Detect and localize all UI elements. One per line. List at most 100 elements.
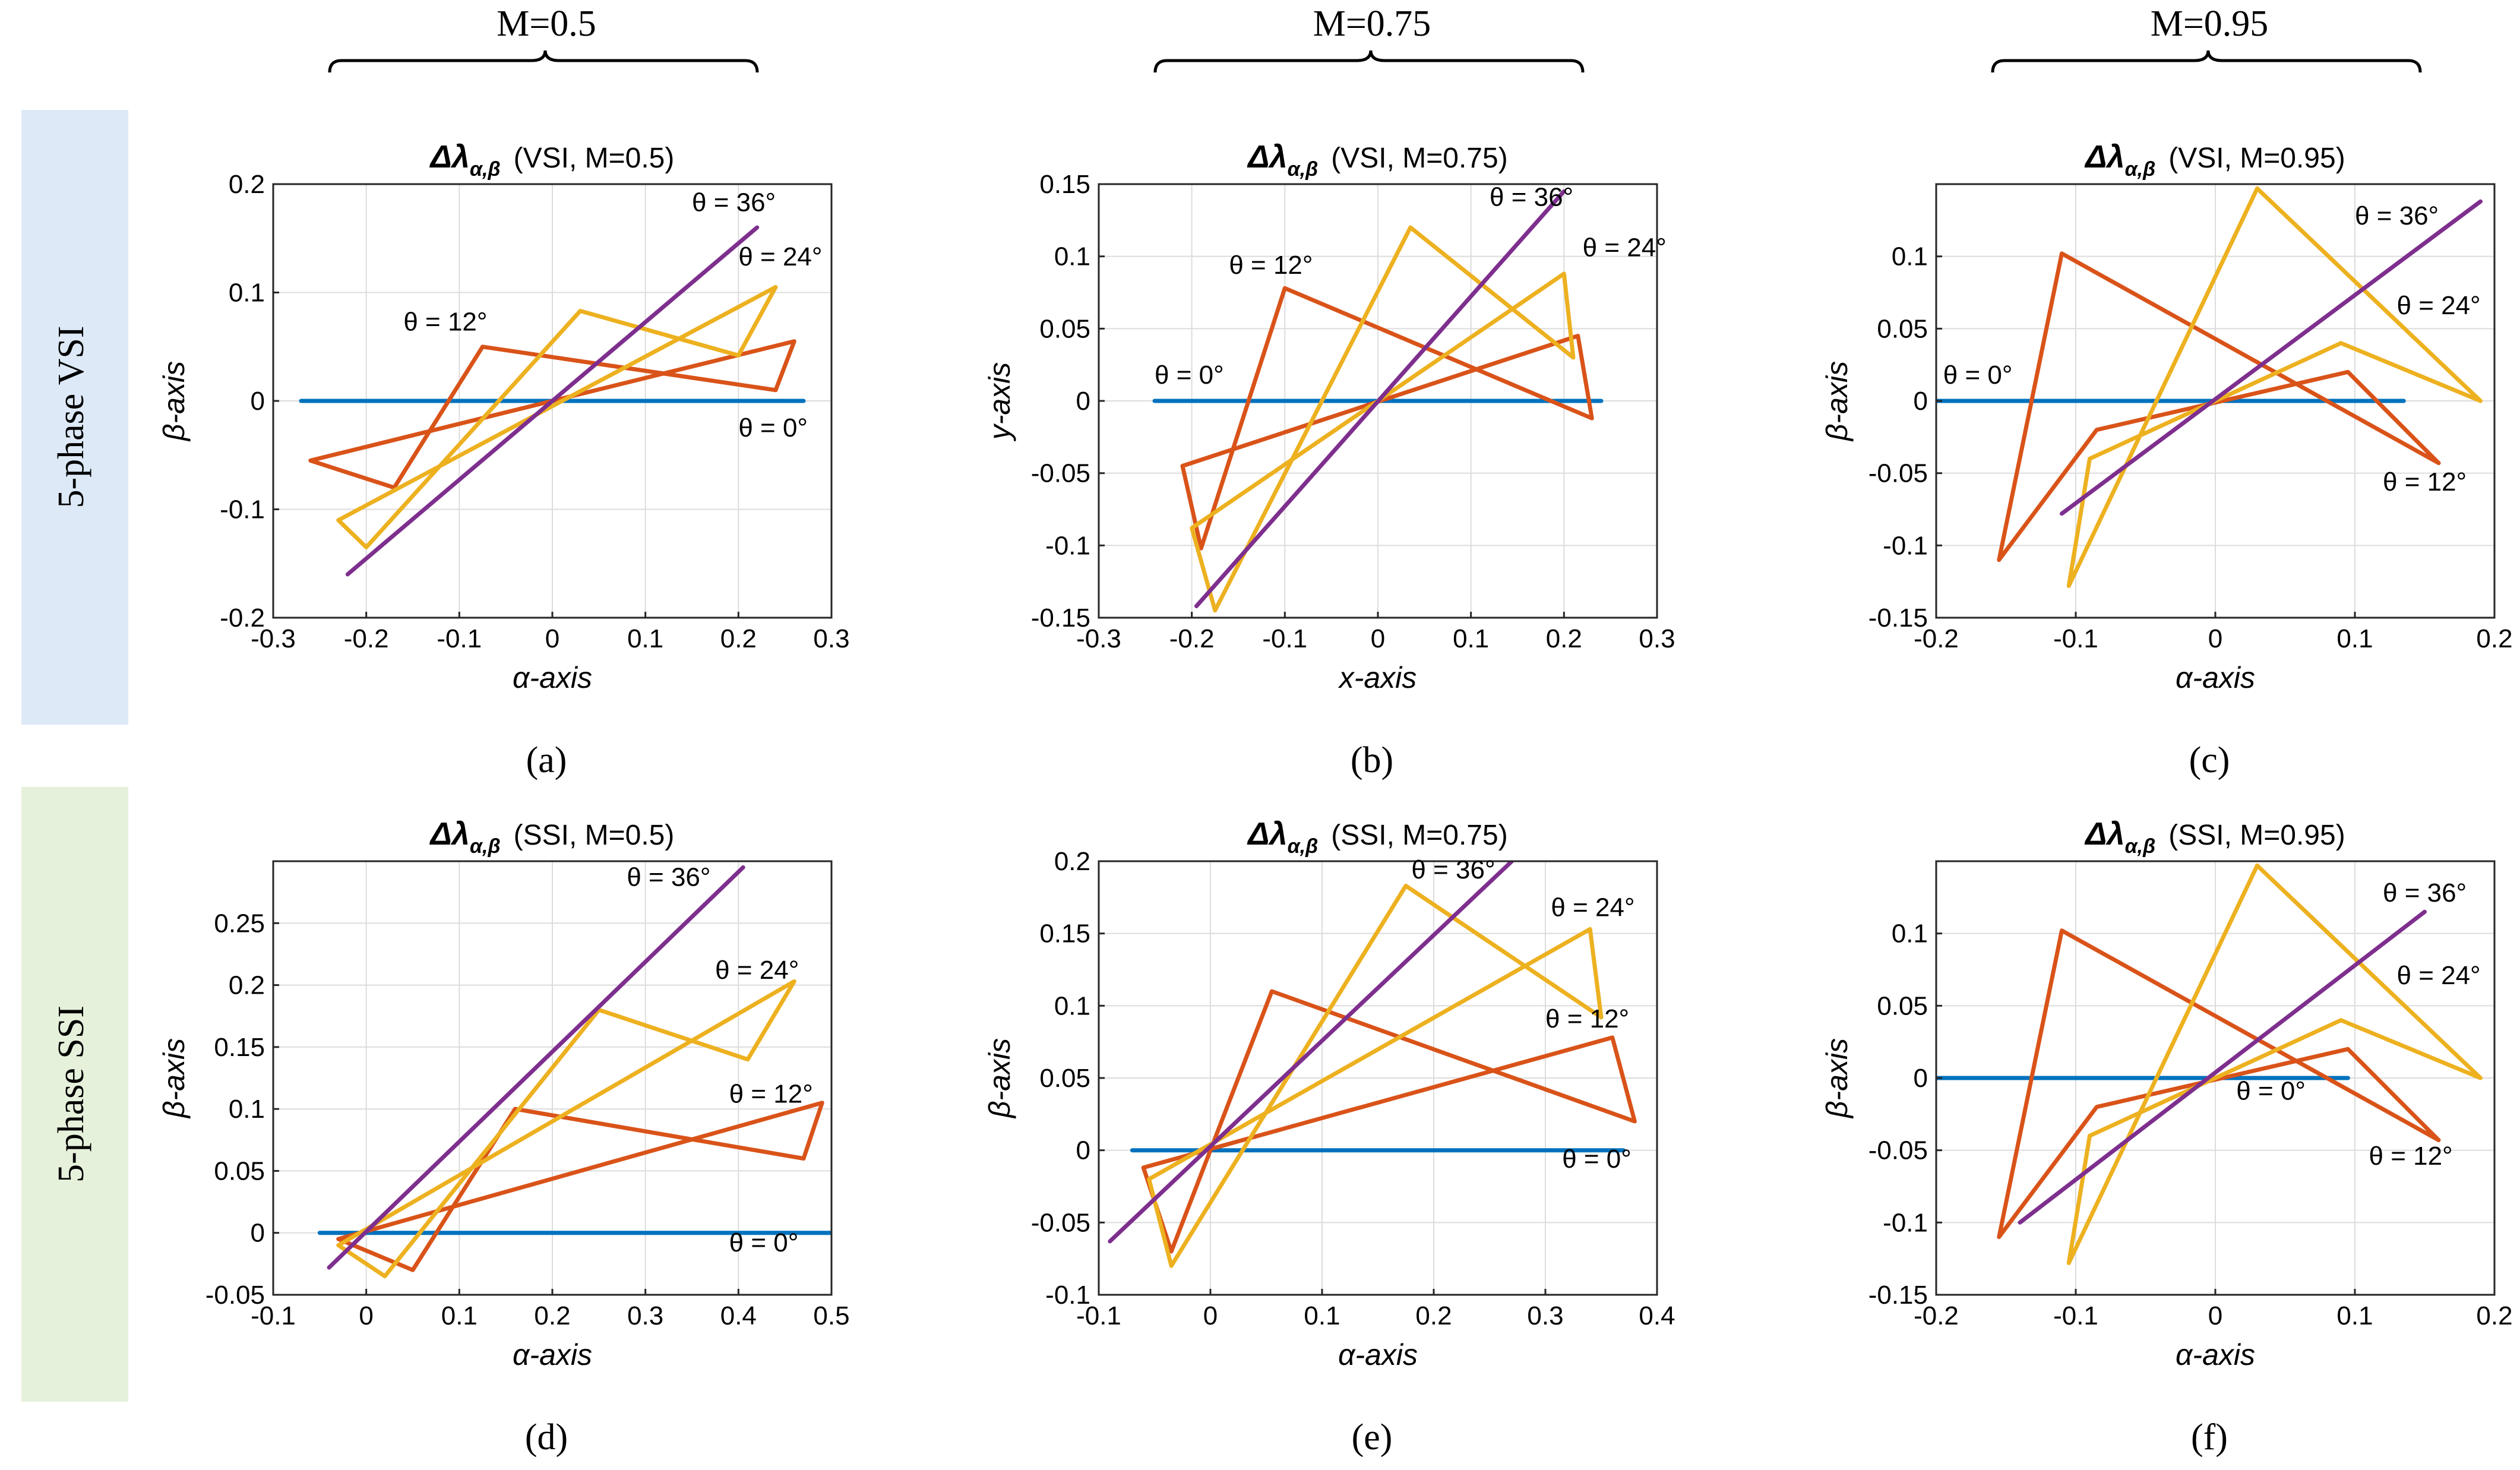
series-theta24-line [2066, 186, 2483, 588]
theta-annotation: θ = 36° [1411, 855, 1495, 884]
x-tick-label: 0 [545, 624, 559, 653]
x-tick-label: 0.2 [720, 624, 757, 653]
x-tick-label: -0.1 [2053, 1301, 2098, 1330]
series-theta12-line [1180, 286, 1594, 551]
series-theta36-line [345, 225, 760, 577]
series-theta12-line [336, 1101, 824, 1272]
y-tick-label: -0.05 [1868, 1136, 1928, 1165]
chart-title-symbol: Δλ [1247, 139, 1287, 175]
chart-title-subscript: α,β [2125, 835, 2156, 858]
x-tick-label: 0.1 [441, 1301, 478, 1330]
series-theta12-line [308, 339, 796, 490]
y-axis-label: β-axis [157, 1038, 191, 1119]
y-tick-label: 0 [1914, 387, 1928, 416]
x-axis-label: α-axis [513, 661, 592, 694]
theta-annotation: θ = 12° [2383, 467, 2467, 497]
x-tick-label: 0.5 [813, 1301, 849, 1330]
x-tick-label: -0.2 [1914, 624, 1959, 653]
panel-caption: (a) [526, 740, 567, 780]
theta-annotation: θ = 36° [692, 188, 776, 217]
series-theta24-line [2066, 863, 2483, 1265]
column-label-m095: M=0.95 [2151, 4, 2269, 44]
x-axis-label: α-axis [2176, 1338, 2255, 1371]
chart-title-subscript: α,β [470, 158, 501, 181]
y-tick-label: 0.15 [1039, 170, 1090, 199]
theta-annotation: θ = 24° [1583, 233, 1667, 263]
chart-title-subscript: α,β [470, 835, 501, 858]
x-tick-label: 0.3 [1639, 624, 1675, 653]
panel-c: -0.2 -0.1 0 0.1 0.2 -0.15 -0.1 -0.05 0 0.05 0.1 α-a… [1820, 139, 2513, 780]
chart-title-subscript: α,β [1288, 158, 1319, 181]
x-tick-label: 0.4 [720, 1301, 757, 1330]
series-theta12-line [1997, 251, 2441, 562]
y-axis-label: β-axis [1820, 1038, 1854, 1119]
x-tick-label: 0.1 [627, 624, 663, 653]
series-group [1152, 189, 1604, 613]
x-axis-label: α-axis [2176, 661, 2255, 694]
series-theta24-line [336, 979, 796, 1279]
x-tick-label: 0.2 [2476, 1301, 2512, 1330]
theta-annotation: θ = 36° [627, 863, 710, 892]
row-label-ssi: 5-phase SSI [51, 1006, 91, 1183]
series-theta36-line [1194, 189, 1566, 608]
theta-annotation: θ = 24° [715, 956, 799, 985]
y-tick-label: 0.25 [214, 909, 265, 938]
theta-annotation: θ = 0° [738, 413, 808, 442]
y-tick-label: 0.1 [1054, 991, 1090, 1020]
y-tick-label: 0.1 [1054, 242, 1090, 271]
y-tick-label: 0.15 [1039, 919, 1090, 949]
series-group [1108, 861, 1637, 1268]
y-tick-label: -0.1 [220, 495, 265, 524]
theta-annotation: θ = 24° [2397, 291, 2481, 320]
y-axis-label: β-axis [983, 1038, 1016, 1119]
series-group [299, 225, 806, 577]
column-label-m05: M=0.5 [497, 4, 596, 44]
series-theta36-line [2018, 909, 2427, 1225]
y-tick-label: -0.15 [1868, 1281, 1928, 1310]
panel-b: -0.3 -0.2 -0.1 0 0.1 0.2 0.3 -0.15 -0.1 -0.05 0 0.0… [983, 139, 1675, 780]
y-tick-label: 0 [251, 1219, 265, 1248]
panel-caption: (b) [1351, 740, 1393, 780]
y-tick-label: 0.2 [229, 170, 265, 199]
theta-annotation: θ = 0° [1155, 361, 1224, 390]
series-theta12-line [1997, 928, 2441, 1240]
series-theta36-line [1108, 861, 1514, 1244]
y-tick-label: 0 [1076, 1136, 1090, 1165]
column-label-m075: M=0.75 [1313, 4, 1431, 44]
x-tick-label: 0 [359, 1301, 373, 1330]
y-tick-label: -0.05 [205, 1281, 265, 1310]
y-tick-label: -0.2 [220, 603, 265, 633]
row-band-vsi [21, 110, 128, 725]
x-tick-label: -0.3 [1076, 624, 1121, 653]
column-brace-m095 [1991, 50, 2422, 73]
chart-title-text: (SSI, M=0.95) [2168, 820, 2345, 851]
chart-title-symbol: Δλ [2084, 139, 2124, 175]
y-tick-label: 0.05 [1039, 314, 1090, 343]
theta-annotation: θ = 0° [2236, 1077, 2306, 1106]
y-tick-label: 0.15 [214, 1033, 265, 1062]
y-tick-label: 0.1 [1892, 919, 1928, 949]
y-tick-label: -0.05 [1868, 459, 1928, 488]
theta-annotation: θ = 12° [729, 1080, 813, 1109]
x-tick-label: 0 [1371, 624, 1385, 653]
x-tick-label: -0.3 [251, 624, 296, 653]
x-tick-label: 0 [1203, 1301, 1218, 1330]
series-theta36-line [2060, 199, 2483, 516]
panel-caption: (d) [525, 1417, 568, 1458]
theta-annotation: θ = 24° [2397, 961, 2481, 990]
x-tick-label: -0.2 [344, 624, 389, 653]
chart-title-symbol: Δλ [2084, 816, 2124, 852]
panel-d: -0.1 0 0.1 0.2 0.3 0.4 0.5 -0.05 0 0.05 0.1 0.15 0.2… [157, 816, 850, 1458]
y-axis-label: y-axis [983, 362, 1016, 442]
x-tick-label: -0.1 [1076, 1301, 1121, 1330]
x-tick-label: 0.1 [2336, 1301, 2373, 1330]
theta-annotation: θ = 0° [1943, 361, 2013, 390]
y-tick-label: 0.05 [1877, 314, 1928, 343]
x-tick-label: 0.1 [1304, 1301, 1340, 1330]
x-tick-label: -0.1 [2053, 624, 2098, 653]
y-tick-label: 0.1 [229, 1095, 265, 1124]
theta-annotation: θ = 0° [1562, 1145, 1631, 1174]
theta-annotation: θ = 0° [729, 1228, 799, 1257]
x-tick-label: 0.1 [2336, 624, 2373, 653]
chart-title: Δλα,β (VSI, M=0.75) [1247, 139, 1507, 181]
